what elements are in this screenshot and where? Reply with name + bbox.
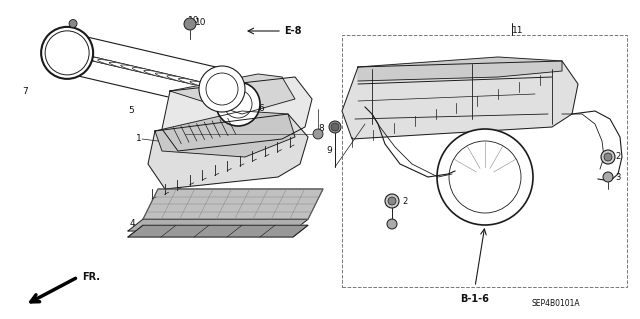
Polygon shape (148, 114, 308, 189)
Bar (342, 35, 627, 287)
Ellipse shape (202, 84, 243, 94)
Polygon shape (128, 219, 308, 231)
Text: FR.: FR. (82, 272, 100, 282)
Circle shape (387, 219, 397, 229)
Polygon shape (143, 189, 323, 219)
Ellipse shape (121, 65, 162, 75)
Circle shape (449, 141, 521, 213)
Circle shape (41, 27, 93, 79)
Circle shape (601, 150, 615, 164)
Text: SEP4B0101A: SEP4B0101A (532, 299, 580, 308)
Text: 10: 10 (195, 19, 207, 27)
Ellipse shape (167, 76, 208, 86)
Text: 6: 6 (258, 105, 264, 114)
Text: 11: 11 (512, 26, 524, 35)
Circle shape (604, 153, 612, 161)
Text: 2: 2 (615, 152, 620, 161)
Text: 4: 4 (130, 219, 136, 228)
Circle shape (45, 31, 89, 75)
Polygon shape (155, 111, 295, 157)
Circle shape (388, 197, 396, 205)
Circle shape (313, 129, 323, 139)
Text: 7: 7 (22, 86, 28, 95)
Text: 1: 1 (136, 135, 141, 144)
Circle shape (385, 194, 399, 208)
Circle shape (437, 129, 533, 225)
Text: 3: 3 (615, 173, 620, 182)
Ellipse shape (98, 60, 139, 70)
Circle shape (206, 73, 238, 105)
Circle shape (329, 121, 341, 133)
Text: 5: 5 (128, 107, 134, 115)
Circle shape (184, 18, 196, 30)
Text: 8: 8 (318, 124, 324, 133)
Text: 9: 9 (326, 146, 332, 155)
Polygon shape (162, 77, 312, 151)
Text: B-1-6: B-1-6 (461, 294, 490, 304)
Circle shape (331, 123, 339, 131)
Circle shape (199, 66, 245, 112)
Polygon shape (170, 74, 295, 114)
Ellipse shape (63, 51, 104, 62)
Text: 2: 2 (402, 197, 407, 205)
Text: E-8: E-8 (284, 26, 301, 36)
Ellipse shape (132, 68, 173, 78)
Polygon shape (358, 57, 562, 81)
Circle shape (69, 19, 77, 27)
Ellipse shape (179, 78, 220, 89)
Ellipse shape (156, 73, 196, 84)
Polygon shape (342, 61, 578, 139)
Ellipse shape (190, 81, 231, 92)
Circle shape (216, 82, 260, 126)
Ellipse shape (75, 54, 116, 65)
Ellipse shape (109, 62, 150, 73)
Ellipse shape (52, 49, 92, 59)
Text: 3: 3 (388, 219, 394, 228)
Ellipse shape (144, 70, 185, 81)
Polygon shape (128, 225, 308, 237)
Circle shape (224, 90, 252, 118)
Ellipse shape (86, 57, 127, 67)
Circle shape (603, 172, 613, 182)
Text: 10: 10 (188, 17, 200, 26)
